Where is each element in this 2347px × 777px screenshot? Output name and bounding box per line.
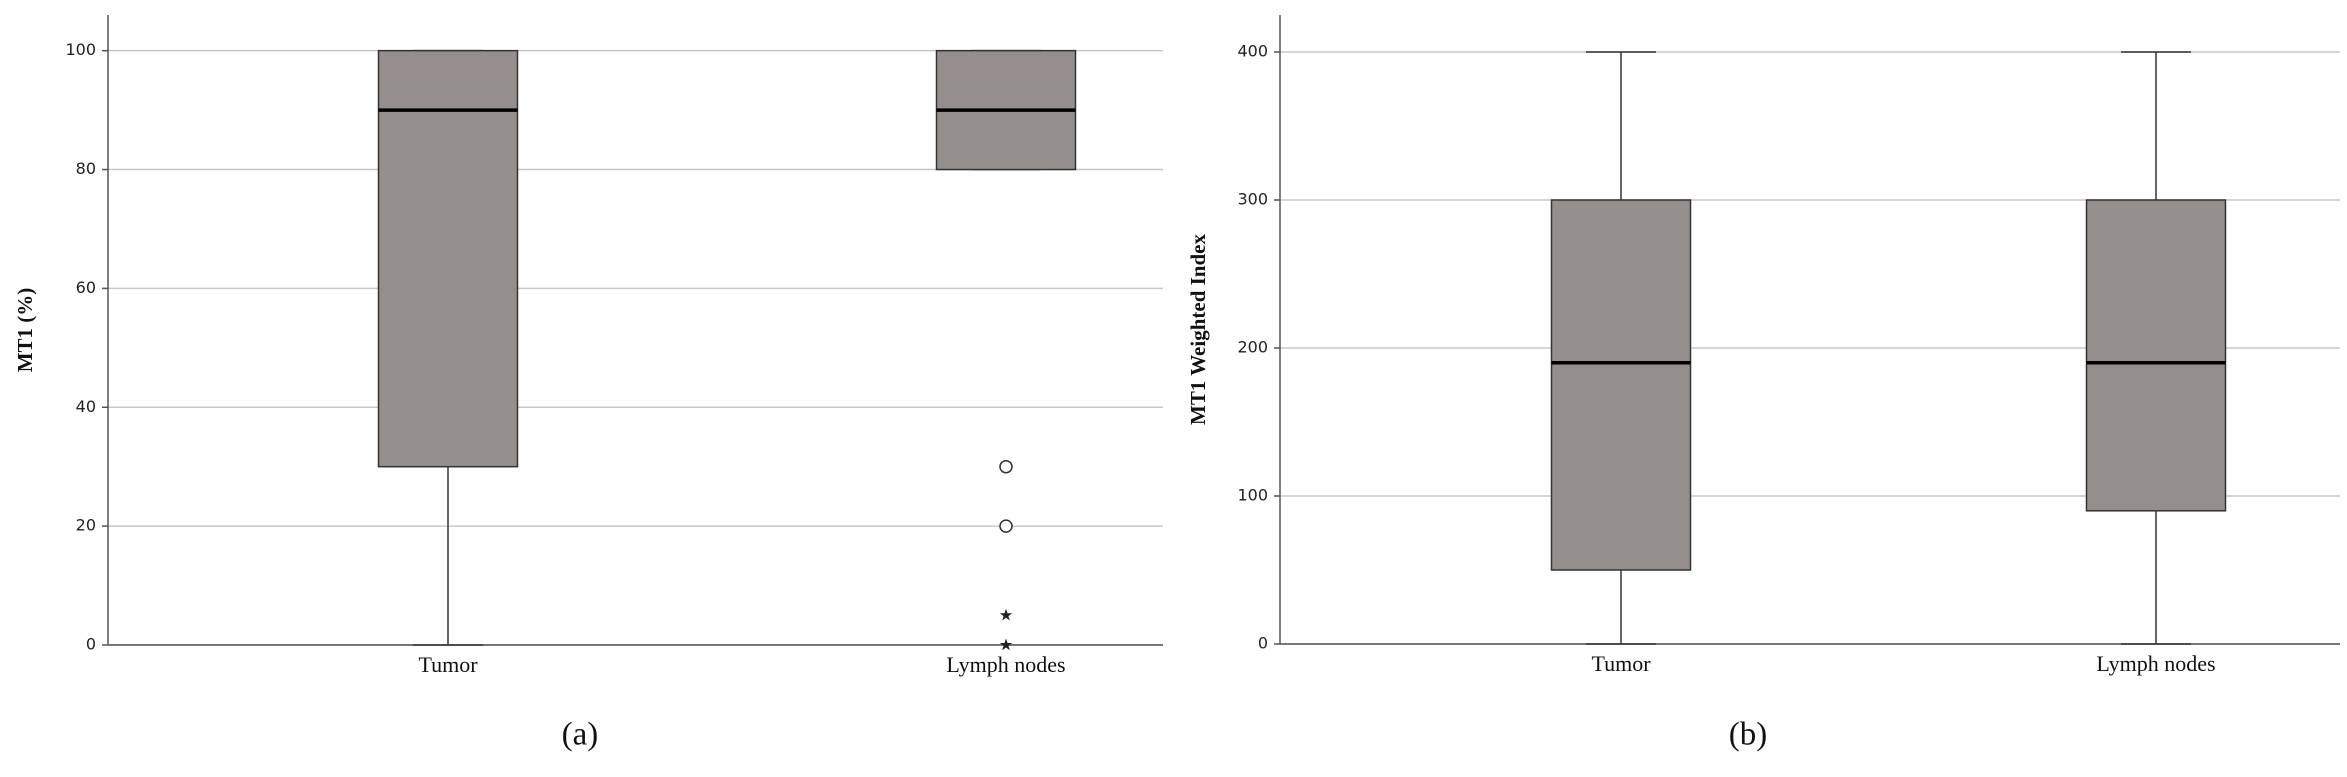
y-tick-label: 20	[76, 516, 96, 535]
y-tick-label: 80	[76, 159, 96, 178]
y-axis-title: MT1 Weighted Index	[1186, 234, 1210, 425]
y-tick-label: 100	[65, 40, 96, 59]
box	[1550, 199, 1692, 571]
x-tick-label: Lymph nodes	[946, 652, 1065, 677]
extreme	[999, 608, 1013, 621]
y-tick-label: 100	[1237, 486, 1268, 505]
box	[377, 49, 519, 468]
panel-label: (b)	[1729, 717, 1767, 753]
y-tick-label: 60	[76, 278, 96, 297]
outlier	[999, 459, 1013, 474]
x-tick-label: Tumor	[418, 652, 478, 677]
outlier	[999, 519, 1013, 533]
y-tick-label: 400	[1237, 42, 1268, 61]
box	[2085, 199, 2227, 512]
x-tick-label: Tumor	[1591, 651, 1651, 676]
y-axis-title: MT1 (%)	[13, 288, 37, 373]
y-tick-label: 300	[1237, 190, 1268, 209]
extreme	[999, 638, 1013, 651]
y-tick-label: 200	[1237, 338, 1268, 357]
panel-label: (a)	[562, 717, 599, 753]
y-tick-label: 0	[1258, 634, 1268, 653]
y-tick-label: 40	[76, 397, 96, 416]
x-tick-label: Lymph nodes	[2096, 651, 2215, 676]
y-tick-label: 0	[86, 635, 96, 654]
